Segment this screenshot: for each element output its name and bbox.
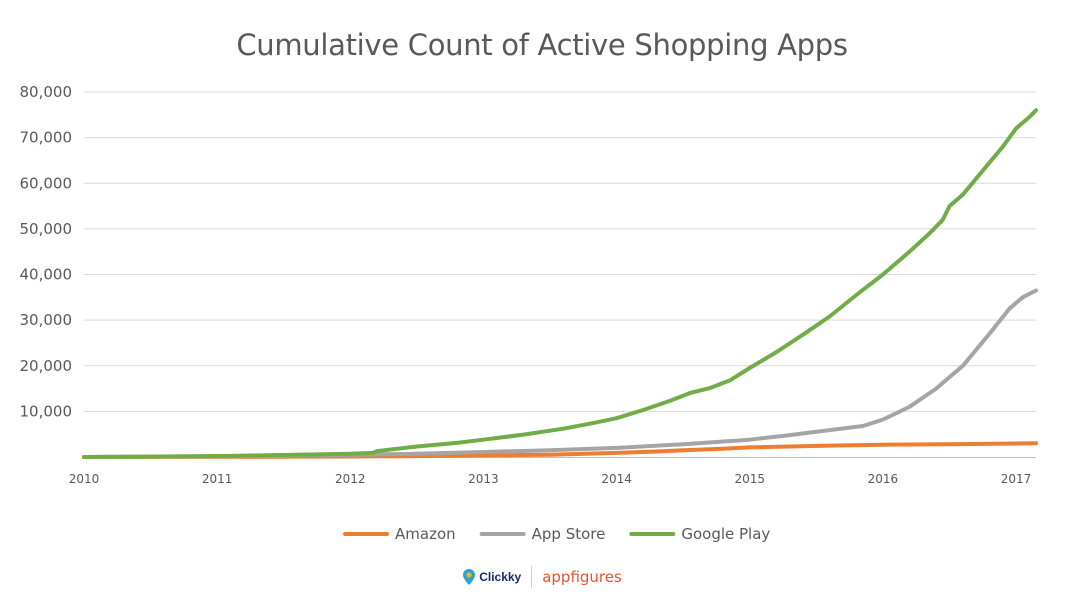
clickky-logo: Clickky bbox=[462, 568, 521, 586]
y-tick-label: 10,000 bbox=[20, 402, 73, 420]
chart-title: Cumulative Count of Active Shopping Apps bbox=[236, 28, 848, 62]
legend-item-app-store: App Store bbox=[479, 525, 606, 543]
series-lines bbox=[82, 108, 1038, 459]
x-tick-label: 2012 bbox=[335, 472, 366, 486]
appfigures-logo: appfigures bbox=[542, 568, 622, 586]
series-line-google-play bbox=[82, 108, 1038, 459]
y-tick-label: 70,000 bbox=[20, 129, 73, 147]
y-tick-label: 30,000 bbox=[20, 311, 73, 329]
y-tick-label: 80,000 bbox=[20, 83, 73, 101]
location-pin-icon bbox=[463, 569, 476, 585]
x-tick-label: 2017 bbox=[1001, 472, 1032, 486]
grid-lines bbox=[84, 91, 1036, 412]
y-tick-label: 40,000 bbox=[20, 266, 73, 284]
clickky-text: Clickky bbox=[479, 570, 522, 584]
legend-label: Amazon bbox=[395, 525, 456, 543]
legend-item-amazon: Amazon bbox=[343, 525, 456, 543]
x-tick-label: 2010 bbox=[69, 472, 100, 486]
series-line-amazon bbox=[82, 441, 1038, 459]
brand-divider bbox=[531, 566, 533, 588]
y-tick-label: 50,000 bbox=[20, 220, 73, 238]
x-tick-label: 2011 bbox=[202, 472, 233, 486]
x-tick-label: 2015 bbox=[734, 472, 765, 486]
x-tick-label: 2016 bbox=[868, 472, 899, 486]
series-line-app-store bbox=[82, 288, 1038, 459]
y-tick-label: 20,000 bbox=[20, 357, 73, 375]
legend-label: App Store bbox=[532, 525, 606, 543]
x-tick-label: 2014 bbox=[601, 472, 632, 486]
y-tick-label: 60,000 bbox=[20, 174, 73, 192]
branding: Clickky appfigures bbox=[0, 566, 1084, 588]
legend: Amazon App Store Google Play bbox=[343, 525, 770, 543]
x-tick-label: 2013 bbox=[468, 472, 499, 486]
x-axis-ticks: 2010 2011 2012 2013 2014 2015 2016 2017 bbox=[69, 472, 1032, 486]
legend-label: Google Play bbox=[681, 525, 770, 543]
y-axis-ticks: 10,000 20,000 30,000 40,000 50,000 60,000 70,0… bbox=[20, 83, 73, 420]
legend-item-google-play: Google Play bbox=[629, 525, 770, 543]
